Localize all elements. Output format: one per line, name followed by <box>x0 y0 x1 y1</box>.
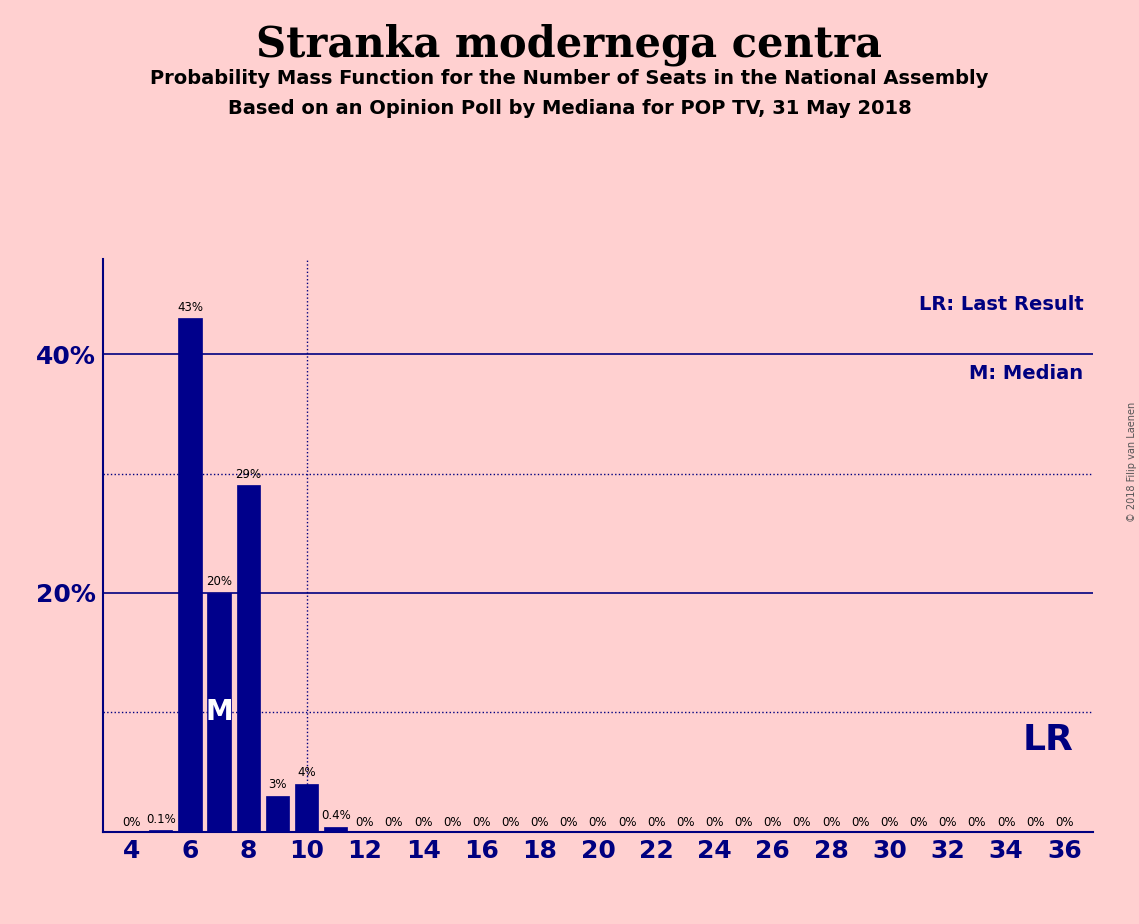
Text: 4%: 4% <box>297 766 316 779</box>
Text: 0%: 0% <box>968 816 986 829</box>
Text: 0%: 0% <box>501 816 519 829</box>
Bar <box>149 831 172 832</box>
Text: 0%: 0% <box>473 816 491 829</box>
Text: 0.4%: 0.4% <box>321 809 351 822</box>
Text: 0%: 0% <box>997 816 1015 829</box>
Bar <box>323 827 347 832</box>
Bar <box>237 485 260 832</box>
Text: 0%: 0% <box>735 816 753 829</box>
Bar <box>207 593 231 832</box>
Text: 0%: 0% <box>385 816 403 829</box>
Text: LR: LR <box>1023 723 1074 757</box>
Text: Based on an Opinion Poll by Mediana for POP TV, 31 May 2018: Based on an Opinion Poll by Mediana for … <box>228 99 911 118</box>
Text: 0%: 0% <box>939 816 957 829</box>
Text: 0%: 0% <box>851 816 869 829</box>
Text: 0%: 0% <box>443 816 461 829</box>
Text: 0%: 0% <box>559 816 579 829</box>
Text: 0%: 0% <box>122 816 141 829</box>
Text: 0%: 0% <box>763 816 782 829</box>
Text: Stranka modernega centra: Stranka modernega centra <box>256 23 883 66</box>
Text: 0%: 0% <box>793 816 811 829</box>
Text: 0%: 0% <box>880 816 899 829</box>
Text: 0%: 0% <box>1055 816 1074 829</box>
Text: 0%: 0% <box>909 816 928 829</box>
Text: 0%: 0% <box>531 816 549 829</box>
Bar <box>265 796 289 832</box>
Text: 0.1%: 0.1% <box>146 812 175 826</box>
Text: 43%: 43% <box>177 300 203 313</box>
Text: 20%: 20% <box>206 575 232 588</box>
Text: 0%: 0% <box>822 816 841 829</box>
Text: 3%: 3% <box>268 778 287 791</box>
Bar <box>179 319 202 832</box>
Text: M: M <box>205 699 232 726</box>
Text: M: Median: M: Median <box>969 364 1083 383</box>
Text: 0%: 0% <box>1026 816 1044 829</box>
Text: 0%: 0% <box>647 816 665 829</box>
Bar <box>295 784 318 832</box>
Text: LR: Last Result: LR: Last Result <box>919 295 1083 314</box>
Text: Probability Mass Function for the Number of Seats in the National Assembly: Probability Mass Function for the Number… <box>150 69 989 89</box>
Text: 29%: 29% <box>235 468 261 480</box>
Text: 0%: 0% <box>413 816 433 829</box>
Text: 0%: 0% <box>617 816 637 829</box>
Text: 0%: 0% <box>589 816 607 829</box>
Text: 0%: 0% <box>355 816 374 829</box>
Text: 0%: 0% <box>705 816 723 829</box>
Text: 0%: 0% <box>677 816 695 829</box>
Text: © 2018 Filip van Laenen: © 2018 Filip van Laenen <box>1126 402 1137 522</box>
